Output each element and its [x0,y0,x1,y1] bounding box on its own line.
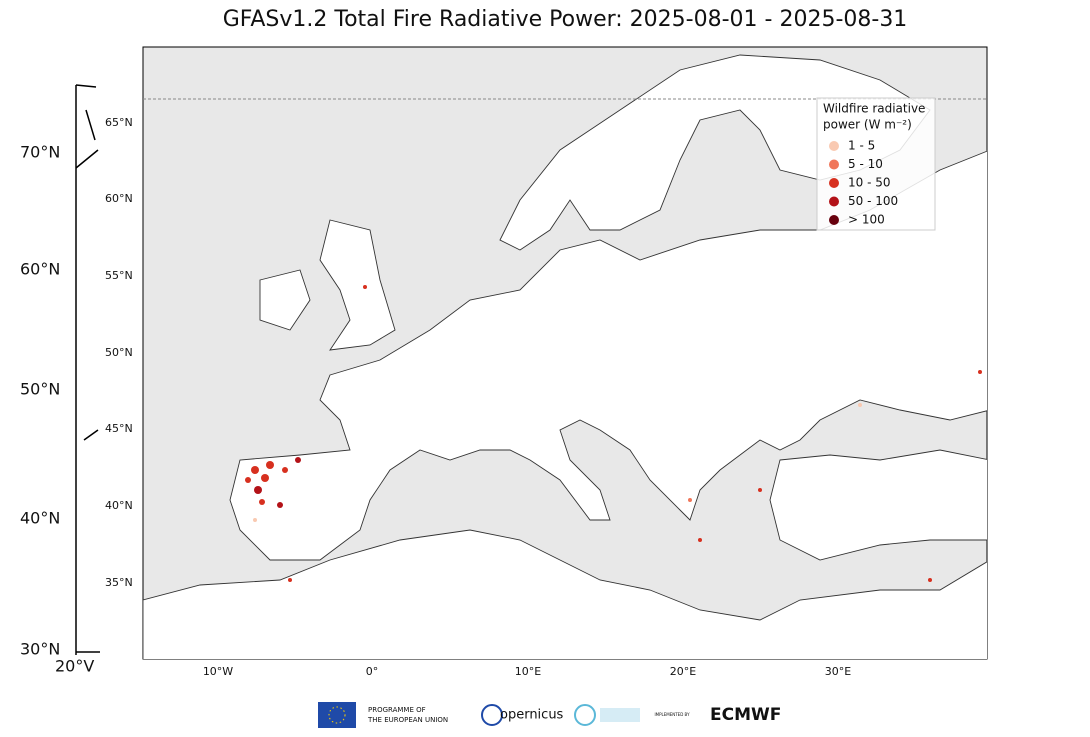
eu-line: THE EUROPEAN UNION [367,716,448,724]
eu-flag [318,702,356,728]
fire-points [245,285,982,582]
legend-marker [829,196,839,207]
legend: Wildfire radiative power (W m⁻²) 1 - 5 5 - … [816,97,936,231]
lon-label: 10°E [515,665,541,678]
lat-label: 60°N [105,192,133,205]
lon-label: 10°W [203,665,233,678]
lon-label: 0° [366,665,379,678]
outer-lat-label: 60°N [20,260,60,279]
lat-label: 35°N [105,576,133,589]
outer-lat-label: 40°N [20,509,60,528]
legend-label: 50 - 100 [848,194,898,208]
legend-marker [829,159,839,170]
legend-marker [829,178,839,188]
legend-marker [829,141,839,151]
implemented-by: IMPLEMENTED BY [654,712,690,717]
lat-label: 45°N [105,422,133,435]
lon-label: 20°E [670,665,696,678]
footer: PROGRAMME OF THE EUROPEAN UNION opernicu… [318,702,781,728]
legend-label: 1 - 5 [848,139,875,153]
title: GFASv1.2 Total Fire Radiative Power: 202… [223,7,908,32]
legend-label: > 100 [848,213,885,227]
eu-line: PROGRAMME OF [368,706,426,714]
lat-label: 65°N [105,116,133,129]
lat-label: 40°N [105,499,133,512]
legend-label: 5 - 10 [848,157,883,171]
legend-title: power (W m⁻²) [823,118,912,132]
outer-lat-label: 20°V [55,657,94,676]
outer-lat-label: 50°N [20,380,60,399]
lat-label: 55°N [105,269,133,282]
copernicus: opernicus [500,708,564,723]
legend-label: 10 - 50 [848,176,891,190]
outer-axis [75,84,100,655]
legend-marker [829,215,839,225]
legend-title: Wildfire radiative [823,102,925,116]
lon-label: 30°E [825,665,851,678]
outer-lat-label: 30°N [20,640,60,659]
lat-label: 50°N [105,346,133,359]
ecmwf: ECMWF [710,705,781,725]
outer-lat-label: 70°N [20,143,60,162]
